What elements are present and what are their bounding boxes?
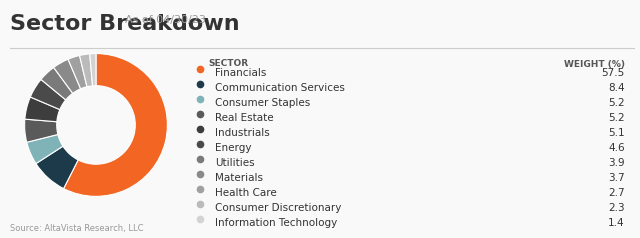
Wedge shape	[27, 134, 63, 164]
Wedge shape	[24, 119, 58, 142]
Text: Source: AltaVista Research, LLC: Source: AltaVista Research, LLC	[10, 224, 143, 233]
Text: As of 04/30/23: As of 04/30/23	[125, 15, 205, 25]
Text: 3.9: 3.9	[608, 158, 625, 168]
Wedge shape	[36, 146, 78, 188]
Wedge shape	[41, 67, 73, 100]
Text: 5.1: 5.1	[608, 128, 625, 138]
Text: 5.2: 5.2	[608, 113, 625, 123]
Wedge shape	[79, 54, 93, 87]
Text: Real Estate: Real Estate	[215, 113, 273, 123]
Text: Information Technology: Information Technology	[215, 218, 337, 228]
Text: 5.2: 5.2	[608, 98, 625, 108]
Wedge shape	[25, 97, 60, 122]
Text: Energy: Energy	[215, 143, 252, 153]
Text: 3.7: 3.7	[608, 173, 625, 183]
Wedge shape	[63, 54, 168, 196]
Text: Financials: Financials	[215, 68, 266, 78]
Wedge shape	[30, 79, 66, 109]
Wedge shape	[68, 55, 87, 89]
Wedge shape	[54, 59, 81, 93]
Wedge shape	[90, 54, 96, 86]
Text: 8.4: 8.4	[608, 83, 625, 93]
Text: Communication Services: Communication Services	[215, 83, 344, 93]
Text: Health Care: Health Care	[215, 188, 276, 198]
Text: 2.7: 2.7	[608, 188, 625, 198]
Text: Materials: Materials	[215, 173, 263, 183]
Text: 2.3: 2.3	[608, 203, 625, 213]
Text: Consumer Staples: Consumer Staples	[215, 98, 310, 108]
Text: Industrials: Industrials	[215, 128, 269, 138]
Text: 57.5: 57.5	[602, 68, 625, 78]
Text: 1.4: 1.4	[608, 218, 625, 228]
Text: SECTOR: SECTOR	[208, 60, 248, 69]
Text: Sector Breakdown: Sector Breakdown	[10, 14, 239, 34]
Text: 4.6: 4.6	[608, 143, 625, 153]
Text: Utilities: Utilities	[215, 158, 254, 168]
Text: Consumer Discretionary: Consumer Discretionary	[215, 203, 341, 213]
Text: WEIGHT (%): WEIGHT (%)	[564, 60, 625, 69]
